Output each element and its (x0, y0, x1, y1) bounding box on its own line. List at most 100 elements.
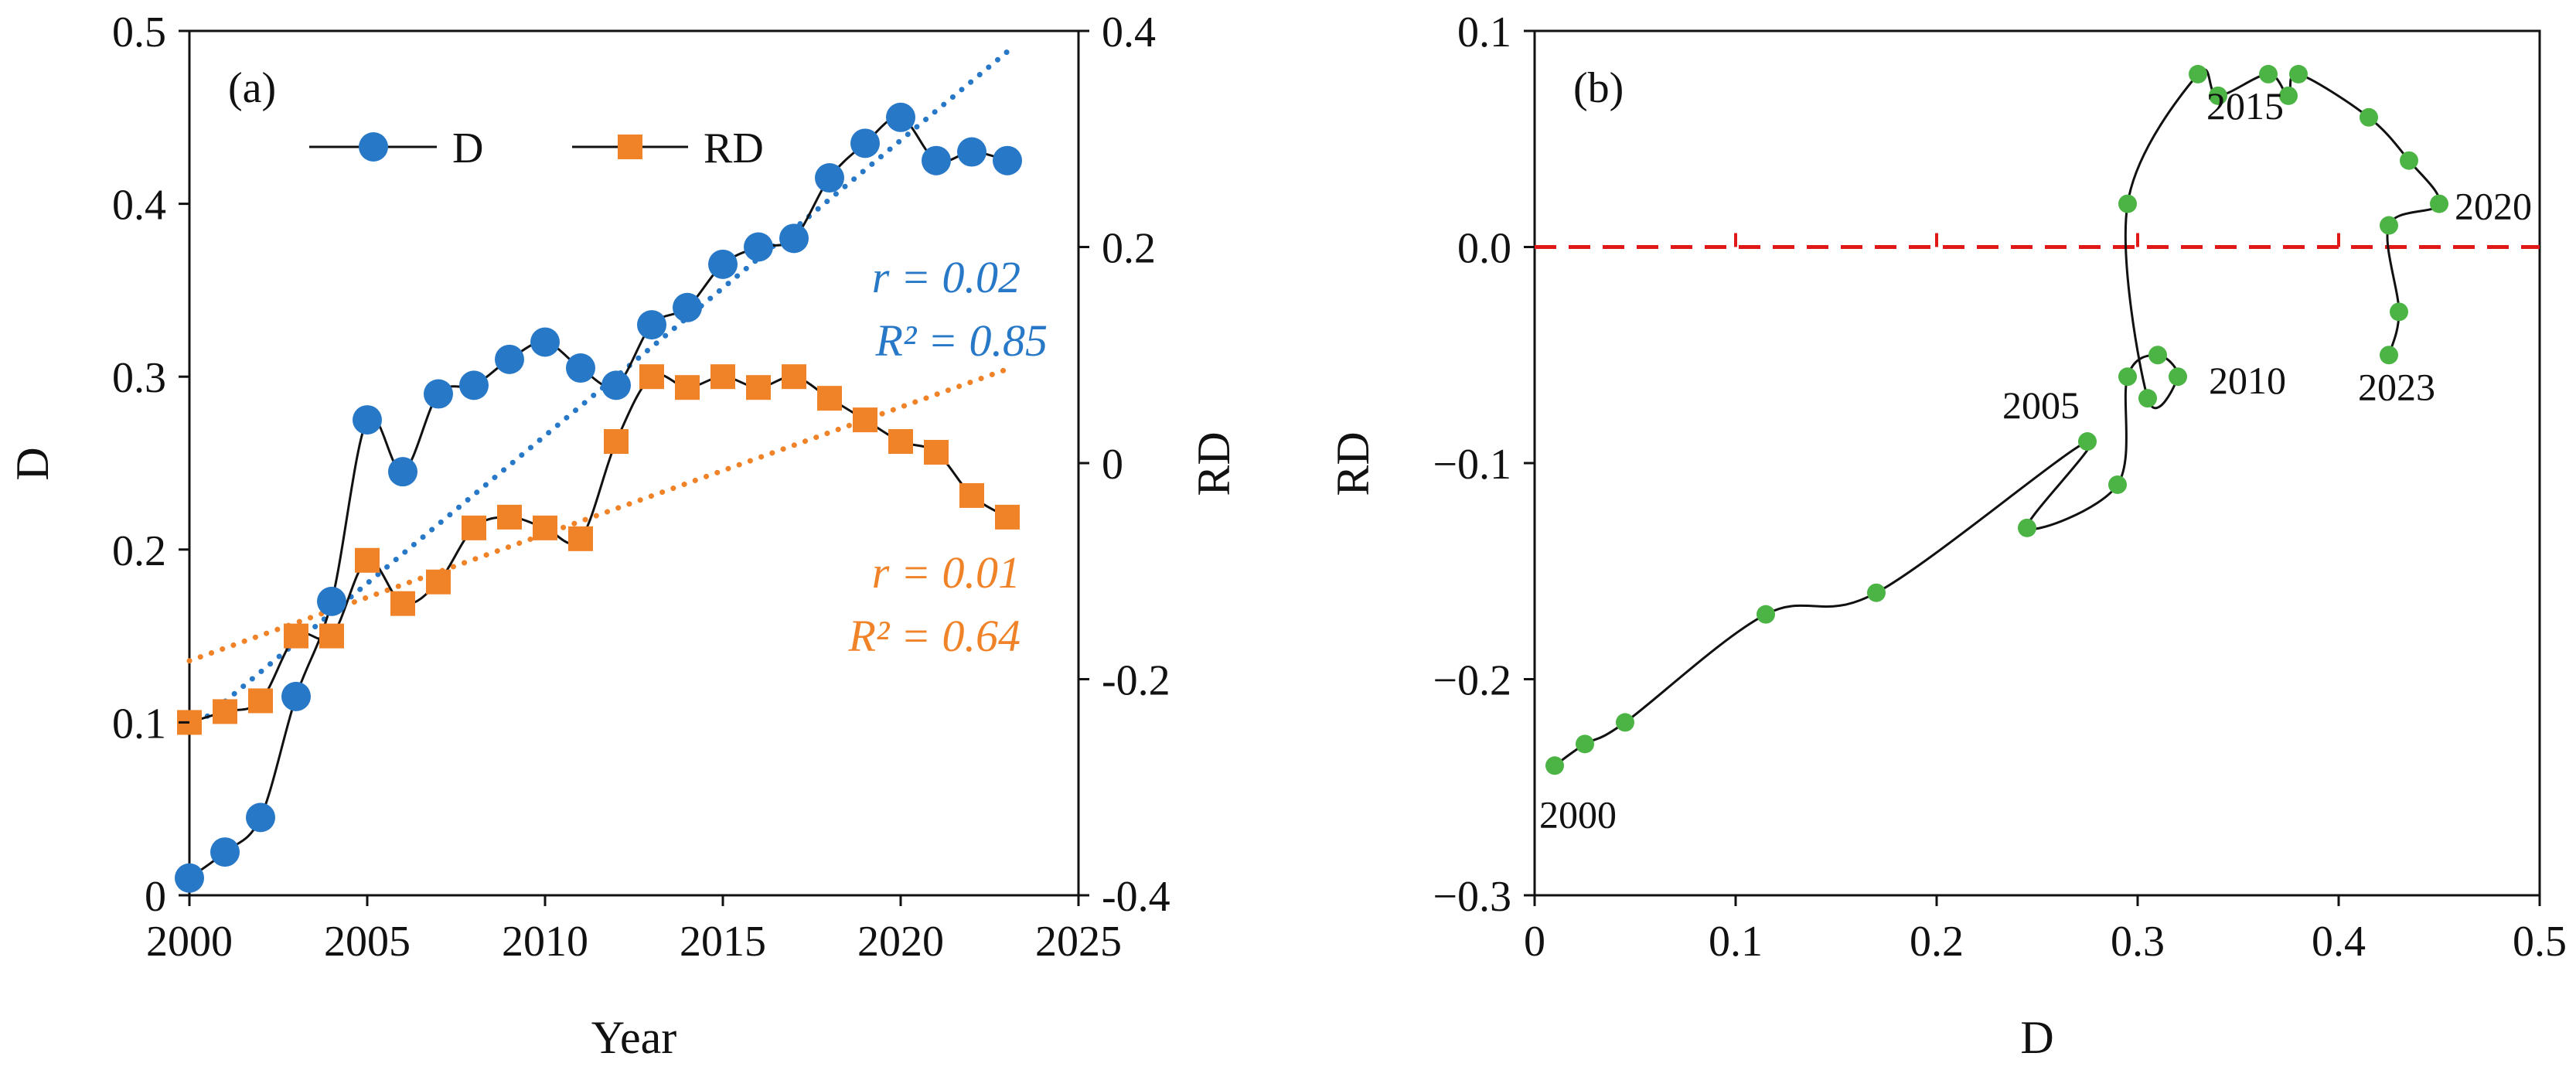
trajectory-point (2118, 194, 2137, 213)
x-tick-label: 2015 (680, 918, 766, 966)
panel-a-y-axis-title-left: D (7, 447, 58, 480)
y-left-tick-label: 0.1 (112, 700, 166, 748)
point-rd (888, 429, 913, 455)
point-rd (462, 515, 486, 540)
point-d (353, 405, 382, 435)
x-tick-label: 2005 (324, 918, 411, 966)
point-rd (355, 547, 380, 573)
x-tick-label: 0.1 (1709, 918, 1763, 966)
x-tick-label: 0.3 (2111, 918, 2165, 966)
annotation-r2-rd: R² = 0.64 (848, 611, 1021, 661)
trajectory-point (2259, 64, 2278, 83)
x-tick-label: 0.2 (1910, 918, 1964, 966)
trajectory-point (2108, 475, 2127, 494)
panel-b-reference-line (1535, 233, 2540, 249)
trajectory-point (2390, 302, 2408, 322)
legend-label-d: D (452, 124, 483, 172)
trajectory-point (1616, 713, 1634, 732)
legend-marker-rd (618, 135, 642, 159)
point-rd (568, 526, 593, 551)
point-d (317, 586, 346, 616)
trajectory-point (2169, 367, 2187, 387)
annotation-r-rd: r = 0.01 (872, 547, 1021, 598)
trajectory-point (2380, 346, 2398, 365)
y-left-tick-label: 0 (145, 873, 166, 921)
trajectory-point (2430, 194, 2448, 213)
x-tick-label: 2000 (146, 918, 233, 966)
panel-a-x-axis-title: Year (591, 1012, 677, 1063)
point-d (210, 837, 240, 867)
point-rd (924, 440, 949, 465)
point-d (957, 137, 986, 167)
point-d (530, 327, 560, 357)
year-label-2020: 2020 (2455, 185, 2532, 228)
panel-a-markers (175, 102, 1022, 893)
point-rd (639, 364, 664, 390)
trajectory-point (1576, 734, 1594, 754)
y-right-tick-label: -0.4 (1102, 873, 1170, 921)
panel-a-legend: D RD (309, 124, 764, 172)
year-label-2000: 2000 (1539, 792, 1617, 836)
point-d (637, 310, 666, 340)
panel-b-frame (1533, 29, 2541, 897)
panel-b-y-axis-title: RD (1327, 431, 1378, 496)
y-tick-label: −0.1 (1433, 441, 1511, 489)
point-rd (710, 364, 735, 390)
point-d (850, 128, 880, 158)
trajectory-point (2279, 86, 2298, 105)
trajectory-point (2138, 389, 2157, 408)
y-tick-label: 0.0 (1457, 225, 1511, 273)
x-tick-label: 2010 (502, 918, 588, 966)
annotation-r2-d: R² = 0.85 (875, 315, 1048, 366)
point-d (886, 102, 915, 132)
y-left-tick-label: 0.3 (112, 354, 166, 402)
panel-b-points (1545, 64, 2448, 775)
point-rd (248, 688, 273, 714)
panel-a-y-axis-title-right: RD (1188, 431, 1239, 496)
point-rd (213, 699, 237, 724)
trendline-d (186, 49, 1010, 734)
point-rd (853, 407, 877, 433)
point-d (281, 681, 311, 711)
x-tick-label: 2020 (857, 918, 944, 966)
point-rd (533, 515, 557, 540)
point-d (708, 249, 738, 279)
year-label-2023: 2023 (2358, 365, 2435, 408)
trajectory-point (2189, 64, 2207, 83)
legend-marker-d (359, 132, 388, 162)
x-tick-label: 0 (1524, 918, 1545, 966)
panel-b-label: (b) (1573, 64, 1624, 112)
x-tick-label: 2025 (1035, 918, 1122, 966)
trajectory-point (2078, 432, 2097, 452)
point-rd (284, 623, 308, 649)
point-d (175, 863, 204, 893)
y-tick-label: 0.1 (1457, 9, 1511, 56)
point-d (673, 292, 702, 322)
point-d (601, 370, 631, 400)
point-d (744, 232, 773, 262)
point-d (459, 370, 489, 400)
point-rd (782, 364, 806, 390)
point-d (815, 163, 844, 193)
trajectory-point (2209, 86, 2227, 105)
point-rd (319, 623, 344, 649)
y-tick-label: −0.2 (1433, 657, 1511, 705)
point-d (495, 344, 524, 374)
y-left-tick-label: 0.4 (112, 182, 166, 230)
point-rd (426, 569, 451, 595)
panel-a-label: (a) (228, 64, 276, 112)
panel-a-series-lines (189, 116, 1008, 879)
point-d (993, 145, 1022, 175)
legend-label-rd: RD (704, 124, 764, 172)
trajectory-point (2360, 107, 2378, 127)
trajectory-point (2380, 216, 2398, 235)
trajectory-point (1545, 756, 1564, 775)
panel-b-x-axis-title: D (2020, 1012, 2053, 1063)
point-rd (959, 482, 984, 508)
trajectory-line (1554, 68, 2441, 767)
point-rd (675, 375, 700, 400)
trajectory-point (2118, 367, 2137, 387)
trajectory-point (2148, 346, 2167, 365)
point-rd (746, 375, 771, 400)
